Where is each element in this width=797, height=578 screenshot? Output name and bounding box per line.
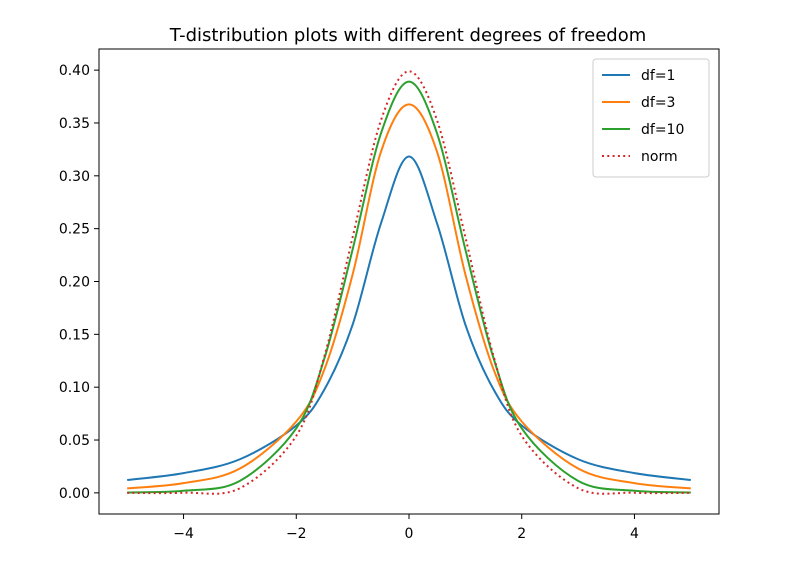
series-line-df-10 [127,80,691,494]
y-tick-label: 0.00 [59,486,90,502]
series-line-norm [127,70,691,495]
y-tick-label: 0.10 [59,380,90,396]
y-tick-label: 0.05 [59,433,90,449]
legend-label: df=10 [641,122,684,138]
x-tick-label: 2 [517,526,526,542]
series-line-df-3 [127,103,691,490]
y-tick-label: 0.40 [59,63,90,79]
legend-label: df=1 [641,68,675,84]
x-tick-label: 4 [630,526,639,542]
legend-label: norm [641,149,678,165]
x-tick-label: −4 [173,526,194,542]
y-tick-label: 0.20 [59,275,90,291]
y-tick-label: 0.25 [59,222,90,238]
x-tick-label: 0 [405,526,414,542]
y-tick-label: 0.30 [59,169,90,185]
legend: df=1 df=3 df=10 norm [592,58,710,178]
y-tick-label: 0.15 [59,327,90,343]
series-line-df-1 [127,155,691,481]
legend-label: df=3 [641,95,675,111]
y-axis: 0.00 0.05 0.10 0.15 0.20 0.25 0.30 0.35 0.40 [59,63,99,502]
chart-title: T-distribution plots with different degr… [169,25,647,46]
legend-box [592,58,710,178]
y-tick-label: 0.35 [59,116,90,132]
x-axis: −4 −2 0 2 4 [173,514,639,542]
x-tick-label: −2 [286,526,307,542]
